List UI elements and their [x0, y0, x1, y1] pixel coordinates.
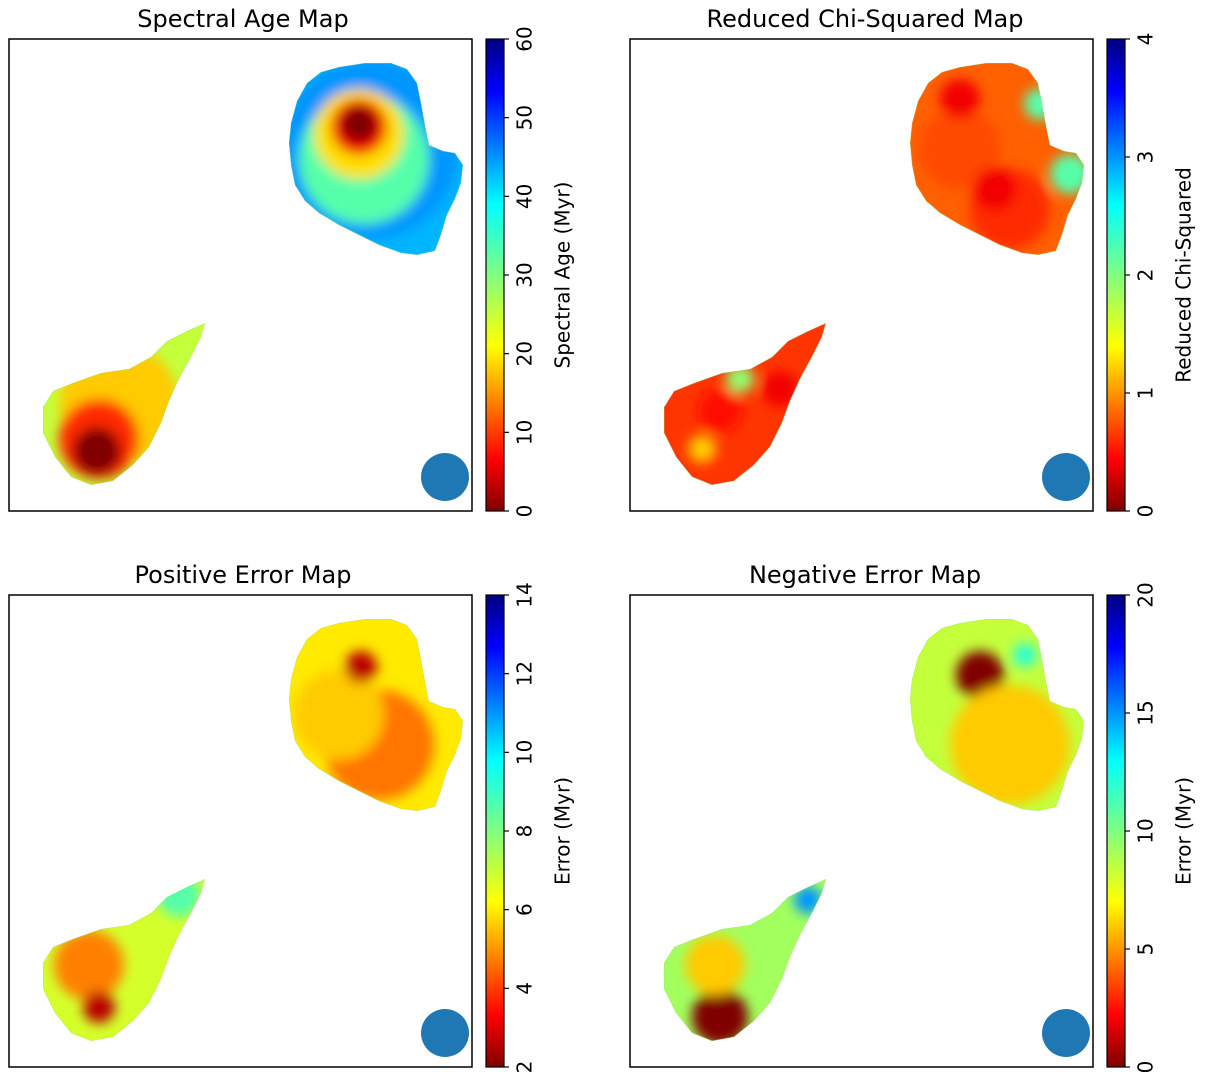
colorbar-tick-label: 3	[1134, 151, 1158, 164]
beam-marker	[1042, 453, 1090, 501]
lobe-outline	[288, 63, 463, 256]
colorbar-tick-label: 2	[513, 1061, 537, 1074]
beam-marker	[1042, 1009, 1090, 1057]
colorbar-tick-label: 10	[1134, 818, 1158, 843]
colorbar-tick-label: 0	[1134, 505, 1158, 518]
colorbar-tick-label: 12	[513, 661, 537, 686]
panel-1: Spectral Age Map 0 10 20 30 40 50 60 Spectral Ag…	[8, 5, 575, 518]
panel-4: Negative Error Map 0 5 10 15 20 Error (Myr)	[629, 561, 1196, 1074]
colorbar-tick-label: 14	[513, 582, 537, 607]
colorbar-tick-label: 30	[513, 262, 537, 287]
heat-blob	[1050, 154, 1084, 194]
colorbar: 0 1 2 3 4 Reduced Chi-Squared	[1106, 33, 1196, 518]
colorbar-label: Spectral Age (Myr)	[551, 182, 575, 369]
colorbar: 0 10 20 30 40 50 60 Spectral Age (Myr)	[485, 26, 575, 518]
colorbar-tick-label: 10	[513, 420, 537, 445]
lobe-outline	[43, 322, 206, 485]
heat-blob	[688, 435, 716, 463]
colorbar-tick-label: 40	[513, 184, 537, 209]
colorbar-tick-label: 20	[513, 341, 537, 366]
colorbar-gradient	[485, 594, 505, 1068]
heat-blob	[950, 685, 1070, 805]
beam-marker	[421, 1009, 469, 1057]
colorbar-label: Reduced Chi-Squared	[1172, 167, 1196, 383]
lobe-outline	[43, 878, 206, 1041]
heat-blob	[294, 670, 384, 760]
heat-blob	[685, 935, 745, 995]
heat-blob	[920, 109, 1000, 189]
panel-2: Reduced Chi-Squared Map 0 1 2 3 4 Reduced Chi-…	[629, 5, 1196, 518]
plot-frame	[629, 38, 1094, 512]
colorbar-gradient	[1106, 594, 1126, 1068]
heat-blob	[956, 651, 1004, 699]
colorbar-tick-label: 4	[1134, 33, 1158, 46]
plot-frame	[629, 594, 1094, 1068]
heat-blob	[345, 651, 377, 683]
heat-blob	[692, 989, 748, 1041]
heat-blob	[973, 167, 1017, 211]
colorbar: 2 4 6 8 10 12 14 Error (Myr)	[485, 582, 575, 1074]
lobe-sw	[43, 879, 205, 1041]
colorbar-tick-label: 15	[1134, 700, 1158, 725]
colorbar-gradient	[1106, 38, 1126, 512]
heat-blob	[698, 389, 742, 433]
heat-blob	[83, 991, 115, 1023]
lobe-outline	[664, 322, 827, 485]
panel-title: Positive Error Map	[135, 561, 352, 589]
colorbar-tick-label: 2	[1134, 269, 1158, 282]
panel-title: Negative Error Map	[749, 561, 981, 589]
heat-blob	[1013, 643, 1037, 667]
lobe-outline	[909, 619, 1084, 812]
lobe-outline	[288, 619, 463, 812]
colorbar-tick-label: 0	[1134, 1061, 1158, 1074]
lobe-outline	[664, 878, 827, 1041]
heat-blob	[940, 79, 980, 119]
heat-blob	[341, 106, 377, 142]
heat-blob	[54, 930, 124, 1000]
colorbar-gradient	[485, 38, 505, 512]
lobe-outline	[909, 63, 1084, 256]
heat-blob	[157, 873, 201, 917]
colorbar-tick-label: 1	[1134, 387, 1158, 400]
colorbar-tick-label: 0	[513, 505, 537, 518]
colorbar-tick-label: 10	[513, 740, 537, 765]
colorbar: 0 5 10 15 20 Error (Myr)	[1106, 582, 1196, 1074]
colorbar-tick-label: 6	[513, 903, 537, 916]
panel-3: Positive Error Map 2 4 6 8 10 12 14 Error (Myr)	[8, 561, 575, 1074]
colorbar-tick-label: 20	[1134, 582, 1158, 607]
heat-blob	[726, 365, 754, 393]
plot-frame	[8, 38, 473, 512]
lobe-sw	[664, 323, 826, 485]
plot-frame	[8, 594, 473, 1068]
heat-blob	[1024, 88, 1056, 120]
colorbar-label: Error (Myr)	[551, 777, 575, 885]
beam-marker	[421, 453, 469, 501]
colorbar-tick-label: 60	[513, 26, 537, 51]
colorbar-tick-label: 50	[513, 105, 537, 130]
panel-title: Spectral Age Map	[137, 5, 348, 33]
colorbar-tick-label: 5	[1134, 943, 1158, 956]
panel-title: Reduced Chi-Squared Map	[707, 5, 1024, 33]
heat-blob	[762, 371, 798, 407]
heat-blob	[794, 886, 822, 914]
colorbar-tick-label: 4	[513, 982, 537, 995]
colorbar-tick-label: 8	[513, 825, 537, 838]
heat-blob	[73, 427, 121, 475]
colorbar-label: Error (Myr)	[1172, 777, 1196, 885]
